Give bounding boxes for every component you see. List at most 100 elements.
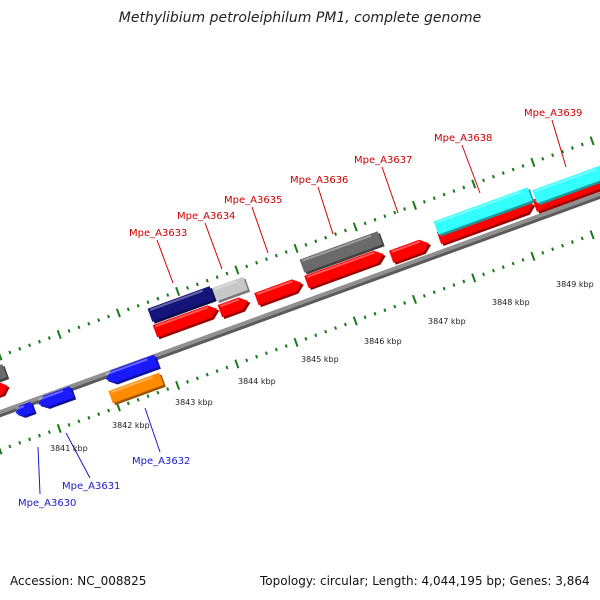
reverse-gene-arrow — [38, 386, 77, 409]
gene-body — [217, 297, 249, 318]
minor-tick — [37, 433, 41, 438]
major-tick — [352, 316, 358, 326]
forward-gene-arrow — [304, 250, 386, 290]
minor-tick — [491, 174, 495, 179]
minor-tick — [195, 282, 199, 287]
minor-tick — [501, 171, 505, 175]
minor-tick — [363, 315, 367, 320]
major-tick — [412, 294, 417, 304]
scale-label: 3845 kbp — [301, 355, 339, 364]
major-tick — [234, 359, 240, 369]
minor-tick — [146, 300, 150, 305]
minor-tick — [561, 149, 565, 154]
minor-tick — [264, 257, 268, 262]
minor-tick — [215, 369, 219, 373]
minor-tick — [245, 264, 249, 269]
minor-tick — [205, 372, 209, 377]
gene-shine — [38, 389, 64, 401]
minor-tick — [501, 265, 505, 269]
scale-label: 3843 kbp — [175, 398, 213, 407]
genome-summary-text: Topology: circular; Length: 4,044,195 bp… — [260, 574, 590, 588]
forward-gene-label: Mpe_A3635 — [224, 195, 282, 206]
minor-tick — [146, 394, 150, 399]
minor-tick — [186, 286, 189, 290]
gene-leader-line — [156, 239, 174, 284]
minor-tick — [215, 275, 219, 279]
gene-body — [15, 401, 35, 417]
forward-gene-arrow — [152, 305, 220, 340]
genome-title: Methylibium petroleiphilum PM1, complete… — [118, 10, 482, 26]
minor-tick — [334, 232, 338, 236]
gene-shine — [219, 298, 240, 308]
gene-body — [299, 231, 383, 273]
minor-tick — [324, 235, 328, 240]
minor-tick — [432, 196, 436, 201]
scale-label: 3841 kbp — [50, 444, 88, 453]
gene-leader-line — [65, 432, 91, 479]
minor-tick — [570, 240, 574, 244]
gene-shine — [391, 240, 421, 253]
minor-tick — [432, 290, 436, 295]
scale-label: 3848 kbp — [492, 298, 530, 307]
gene-leader-line — [37, 446, 41, 495]
gene-body — [0, 364, 7, 382]
major-tick — [589, 136, 595, 146]
minor-tick — [136, 303, 140, 308]
forward-gene-arrow — [254, 279, 304, 308]
gene-body — [0, 381, 8, 399]
gene-body — [388, 239, 429, 263]
gene-leader-line — [144, 407, 161, 453]
minor-tick — [422, 293, 426, 298]
minor-tick — [570, 146, 574, 150]
major-tick — [471, 179, 477, 189]
minor-tick — [383, 214, 387, 219]
gene-box-gray — [299, 231, 385, 275]
minor-tick — [442, 286, 446, 291]
minor-tick — [521, 258, 525, 262]
minor-tick — [274, 253, 278, 258]
gene-body — [433, 187, 533, 235]
minor-tick — [156, 390, 160, 395]
gene-body — [38, 386, 74, 408]
minor-tick — [245, 358, 249, 363]
gene-leader-line — [317, 186, 334, 235]
major-tick — [56, 423, 62, 434]
minor-tick — [87, 321, 91, 326]
major-tick — [530, 251, 536, 261]
minor-tick — [225, 365, 229, 370]
minor-tick — [255, 260, 259, 265]
major-tick — [115, 308, 121, 318]
minor-tick — [284, 344, 288, 348]
minor-tick — [166, 387, 170, 391]
minor-tick — [491, 268, 495, 273]
minor-tick — [561, 243, 565, 248]
minor-tick — [8, 350, 12, 355]
major-tick — [412, 200, 417, 210]
scale-label: 3844 kbp — [238, 377, 276, 386]
minor-tick — [225, 271, 229, 276]
forward-tick-track — [0, 136, 595, 361]
minor-tick — [373, 217, 377, 222]
scale-label: 3846 kbp — [364, 337, 402, 346]
minor-tick — [28, 343, 32, 348]
reverse-gene-arrow — [15, 401, 37, 418]
major-tick — [0, 447, 3, 455]
gene-body — [108, 372, 164, 404]
gene-body — [212, 276, 248, 302]
gene-body — [254, 279, 302, 306]
gene-shine — [154, 306, 209, 328]
gene-leader-line — [381, 166, 399, 214]
major-tick — [530, 157, 536, 167]
major-tick — [471, 273, 477, 283]
major-tick — [293, 243, 299, 254]
accession-text: Accession: NC_008825 — [10, 574, 147, 588]
gene-shine — [105, 358, 148, 376]
minor-tick — [126, 307, 130, 312]
forward-gene-label: Mpe_A3633 — [129, 228, 187, 239]
gene-box-orange — [108, 372, 166, 406]
minor-tick — [264, 351, 268, 356]
gene-shine — [306, 251, 375, 279]
major-tick — [234, 265, 240, 275]
gene-shine — [534, 168, 597, 193]
